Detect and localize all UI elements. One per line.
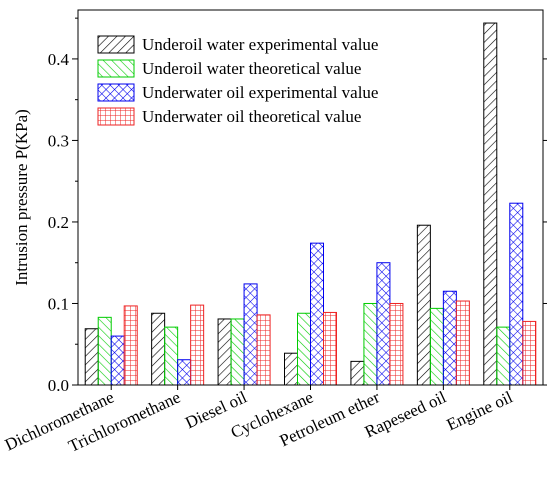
legend-swatch bbox=[97, 59, 135, 78]
bar bbox=[363, 302, 378, 386]
y-tick-label: 0.4 bbox=[48, 50, 70, 69]
bar bbox=[323, 311, 337, 386]
bar bbox=[297, 312, 311, 386]
bar bbox=[97, 316, 112, 386]
bar bbox=[177, 359, 192, 386]
x-tick-label: Engine oil bbox=[444, 387, 516, 434]
bar bbox=[442, 290, 457, 386]
bars-layer bbox=[84, 22, 537, 386]
y-tick-label: 0.2 bbox=[48, 213, 69, 232]
bar bbox=[389, 302, 404, 386]
bar bbox=[310, 242, 324, 386]
legend-label: Underwater oil experimental value bbox=[142, 83, 378, 102]
legend-swatch bbox=[97, 35, 135, 54]
x-tick-label: Trichloromethane bbox=[65, 387, 183, 455]
bar bbox=[84, 328, 99, 386]
x-tick-label: Dichloromethane bbox=[2, 387, 117, 454]
legend-label: Underwater oil theoretical value bbox=[142, 107, 361, 126]
bar bbox=[190, 304, 205, 386]
y-axis-label: Intrusion pressure P(KPa) bbox=[12, 109, 31, 286]
bar bbox=[509, 202, 524, 386]
bar bbox=[230, 318, 245, 386]
bar bbox=[151, 312, 166, 386]
legend-swatch bbox=[97, 107, 135, 126]
bar bbox=[376, 262, 391, 386]
legend-swatch bbox=[97, 83, 135, 102]
bar bbox=[256, 314, 271, 386]
bar bbox=[416, 224, 431, 386]
bar bbox=[522, 320, 537, 386]
y-axis: 0.0 0.1 0.2 0.3 0.4 bbox=[48, 17, 547, 395]
bar bbox=[243, 283, 258, 386]
bar bbox=[429, 307, 444, 386]
legend-label: Underoil water theoretical value bbox=[142, 59, 361, 78]
legend-label: Underoil water experimental value bbox=[142, 35, 378, 54]
bar bbox=[217, 318, 232, 386]
y-tick-label: 0.1 bbox=[48, 294, 69, 313]
bar bbox=[350, 360, 365, 386]
bar bbox=[496, 326, 511, 386]
bar bbox=[164, 326, 179, 386]
bar bbox=[284, 352, 298, 386]
bar bbox=[483, 22, 498, 386]
plot-frame bbox=[77, 9, 544, 386]
bar bbox=[455, 300, 470, 386]
y-tick-label: 0.3 bbox=[48, 131, 69, 150]
bar bbox=[123, 305, 138, 386]
y-tick-label: 0.0 bbox=[48, 376, 69, 395]
bar bbox=[110, 335, 125, 386]
legend: Underoil water experimental value Underoi… bbox=[97, 35, 378, 126]
